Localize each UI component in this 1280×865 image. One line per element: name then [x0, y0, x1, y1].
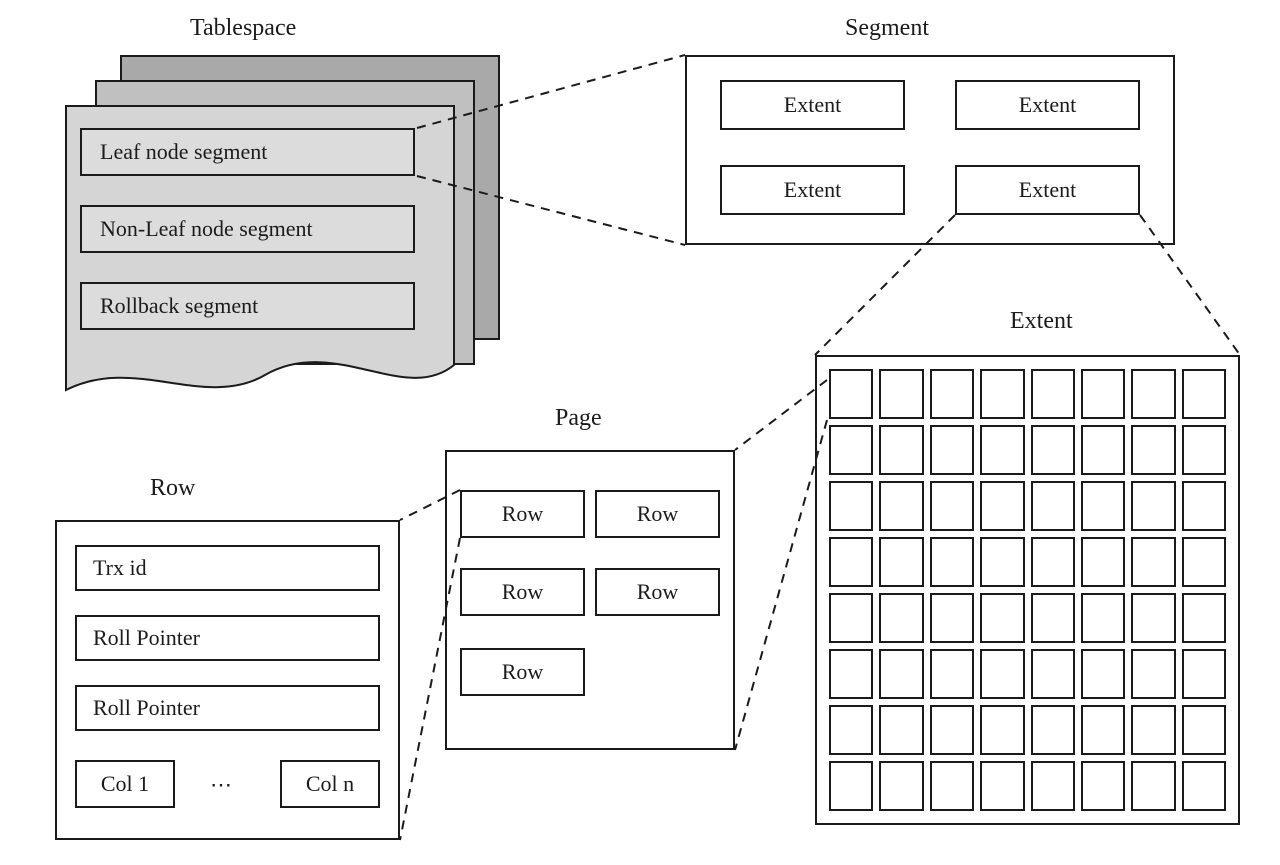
segment-extent-1: Extent [720, 80, 905, 130]
extent-page-cell [829, 369, 873, 419]
extent-page-cell [1182, 425, 1226, 475]
extent-page-cell [829, 761, 873, 811]
extent-page-cell [930, 649, 974, 699]
extent-page-cell [879, 761, 923, 811]
page-row-4: Row [595, 568, 720, 616]
extent-page-cell [829, 425, 873, 475]
page-row-3: Row [460, 568, 585, 616]
segment-title: Segment [845, 15, 929, 42]
extent-page-cell [930, 593, 974, 643]
extent-page-cell [1031, 593, 1075, 643]
extent-page-cell [1031, 649, 1075, 699]
row-col-first: Col 1 [75, 760, 175, 808]
extent-page-cell [930, 425, 974, 475]
extent-page-cell [1182, 761, 1226, 811]
extent-page-cell [980, 705, 1024, 755]
extent-page-cell [980, 369, 1024, 419]
extent-page-cell [980, 761, 1024, 811]
extent-page-cell [1081, 537, 1125, 587]
extent-page-cell [980, 537, 1024, 587]
page-row-5: Row [460, 648, 585, 696]
extent-page-cell [980, 481, 1024, 531]
segment-extent-4: Extent [955, 165, 1140, 215]
extent-page-cell [829, 649, 873, 699]
extent-page-cell [1182, 481, 1226, 531]
extent-page-cell [930, 537, 974, 587]
extent-page-cell [879, 537, 923, 587]
row-field-rollptr-1: Roll Pointer [75, 615, 380, 661]
extent-page-cell [1081, 705, 1125, 755]
extent-page-cell [1031, 425, 1075, 475]
extent-page-cell [1182, 593, 1226, 643]
extent-page-cell [1031, 761, 1075, 811]
row-title: Row [150, 475, 195, 502]
extent-page-cell [1182, 537, 1226, 587]
connector-extent-to-page-top [735, 380, 827, 450]
extent-page-cell [1031, 369, 1075, 419]
extent-page-cell [829, 481, 873, 531]
extent-page-cell [1131, 425, 1175, 475]
diagram-stage: Tablespace Segment Extent Page Row Leaf … [0, 0, 1280, 865]
page-row-2: Row [595, 490, 720, 538]
extent-page-cell [829, 593, 873, 643]
row-field-rollptr-2: Roll Pointer [75, 685, 380, 731]
row-field-trxid: Trx id [75, 545, 380, 591]
extent-grid [829, 369, 1226, 811]
extent-page-cell [879, 593, 923, 643]
page-row-1: Row [460, 490, 585, 538]
extent-page-cell [879, 425, 923, 475]
extent-page-cell [1131, 761, 1175, 811]
extent-page-cell [1131, 649, 1175, 699]
extent-page-cell [1031, 537, 1075, 587]
extent-page-cell [1182, 649, 1226, 699]
extent-page-cell [879, 649, 923, 699]
extent-page-cell [980, 425, 1024, 475]
extent-page-cell [980, 593, 1024, 643]
extent-page-cell [980, 649, 1024, 699]
extent-page-cell [930, 481, 974, 531]
extent-page-cell [829, 705, 873, 755]
extent-page-cell [930, 705, 974, 755]
extent-title: Extent [1010, 308, 1073, 335]
connector-extent-to-page-bottom [735, 420, 827, 750]
extent-page-cell [930, 369, 974, 419]
extent-page-cell [1081, 425, 1125, 475]
tablespace-segment-rollback: Rollback segment [80, 282, 415, 330]
extent-box [815, 355, 1240, 825]
extent-page-cell [1131, 369, 1175, 419]
extent-page-cell [1131, 481, 1175, 531]
extent-page-cell [879, 481, 923, 531]
extent-page-cell [1031, 481, 1075, 531]
tablespace-segment-nonleaf: Non-Leaf node segment [80, 205, 415, 253]
extent-page-cell [1081, 369, 1125, 419]
extent-page-cell [1081, 593, 1125, 643]
extent-page-cell [1031, 705, 1075, 755]
extent-page-cell [1182, 705, 1226, 755]
extent-page-cell [930, 761, 974, 811]
page-title: Page [555, 405, 602, 432]
segment-extent-3: Extent [720, 165, 905, 215]
extent-page-cell [829, 537, 873, 587]
row-col-last: Col n [280, 760, 380, 808]
extent-page-cell [879, 705, 923, 755]
tablespace-segment-leaf: Leaf node segment [80, 128, 415, 176]
extent-page-cell [879, 369, 923, 419]
extent-page-cell [1131, 593, 1175, 643]
extent-page-cell [1131, 705, 1175, 755]
extent-page-cell [1182, 369, 1226, 419]
segment-extent-2: Extent [955, 80, 1140, 130]
extent-page-cell [1081, 761, 1125, 811]
tablespace-title: Tablespace [190, 15, 296, 42]
extent-page-cell [1081, 481, 1125, 531]
extent-page-cell [1081, 649, 1125, 699]
extent-page-cell [1131, 537, 1175, 587]
row-col-ellipsis: ⋯ [210, 772, 232, 798]
